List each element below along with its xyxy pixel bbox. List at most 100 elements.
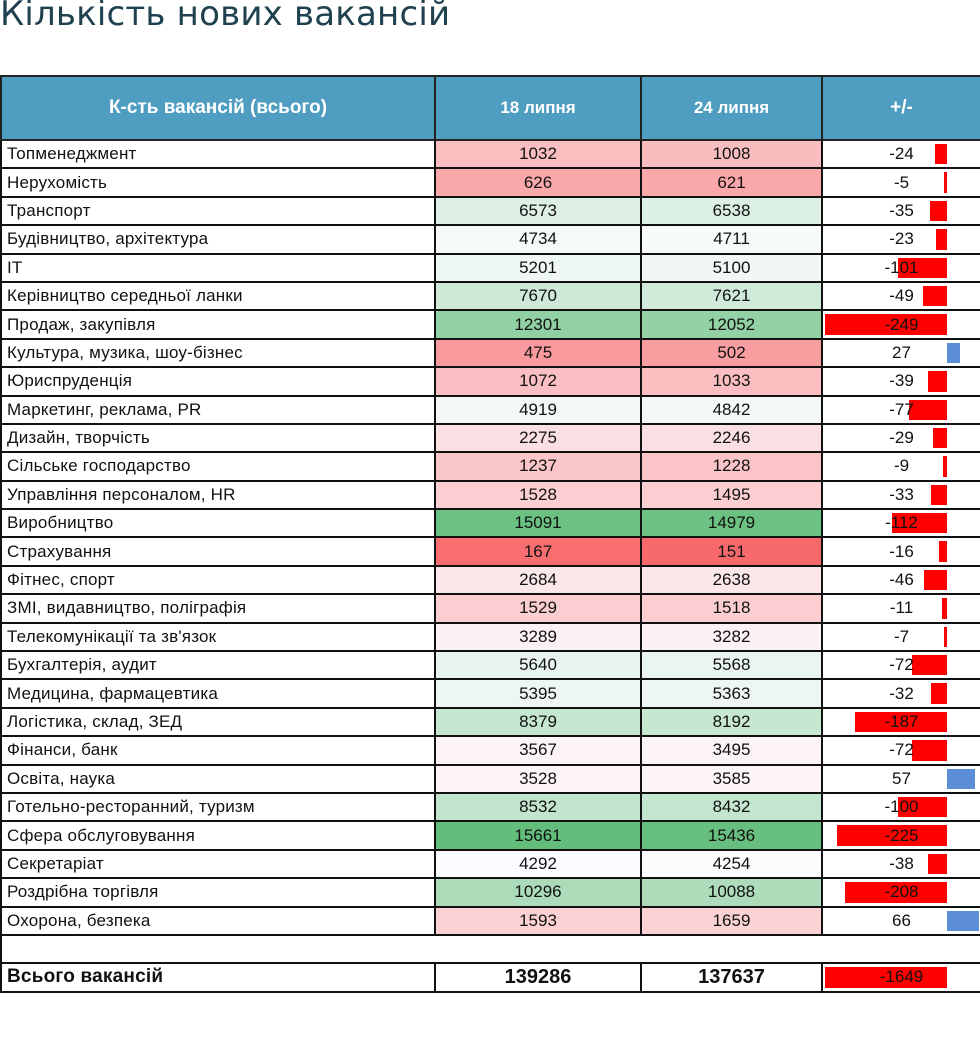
difference-value: -35 [889, 200, 914, 220]
value-date-2: 2638 [640, 564, 823, 596]
difference-cell: -16 [821, 536, 980, 567]
category-name: Топменеджмент [0, 138, 436, 170]
difference-cell: -29 [821, 422, 980, 454]
difference-bar [933, 427, 947, 449]
category-name: Освіта, наука [0, 763, 436, 794]
difference-cell: -5 [821, 167, 980, 198]
value-date-1: 6573 [434, 195, 642, 227]
difference-value: 27 [892, 342, 911, 362]
difference-value: -72 [889, 740, 914, 760]
value-date-1: 4919 [434, 394, 642, 425]
difference-cell: -225 [821, 820, 980, 851]
difference-value: -112 [885, 513, 918, 533]
value-date-1: 5201 [434, 252, 642, 283]
header-date-2: 24 липня [640, 75, 823, 141]
table-row: Фінанси, банк 3567 3495 -72 [0, 735, 980, 766]
difference-value: -9 [893, 456, 910, 476]
difference-bar [939, 541, 947, 562]
value-date-1: 5395 [434, 678, 642, 709]
difference-cell: -32 [821, 678, 980, 709]
category-name: Культура, музика, шоу-бізнес [0, 337, 436, 369]
difference-cell: -100 [821, 791, 980, 823]
difference-bar [845, 882, 947, 903]
table-row: Виробництво 15091 14979 -112 [0, 508, 980, 539]
table-row: Логістика, склад, ЗЕД 8379 8192 -187 [0, 706, 980, 738]
category-name: Маркетинг, реклама, PR [0, 394, 436, 425]
value-date-1: 10296 [434, 877, 642, 908]
difference-bar [944, 626, 947, 648]
table-body: Топменеджмент 1032 1008 -24 Нерухомість 626 62… [0, 138, 980, 993]
difference-bar [898, 796, 947, 818]
difference-cell: -249 [821, 309, 980, 340]
category-name: Сфера обслуговування [0, 820, 436, 851]
category-name: ЗМІ, видавництво, поліграфія [0, 593, 436, 624]
value-date-2: 5363 [640, 678, 823, 709]
table-row: Нерухомість 626 621 -5 [0, 167, 980, 198]
category-name: Юриспруденція [0, 366, 436, 397]
value-date-1: 8379 [434, 706, 642, 738]
value-date-2: 14979 [640, 508, 823, 539]
category-name: Логістика, склад, ЗЕД [0, 706, 436, 738]
difference-cell: 57 [821, 763, 980, 794]
table-row: Керівництво середньої ланки 7670 7621 -49 [0, 280, 980, 312]
table-row: Топменеджмент 1032 1008 -24 [0, 138, 980, 170]
difference-bar [855, 711, 947, 733]
value-date-2: 502 [640, 337, 823, 369]
table-row: Телекомунікації та зв'язок 3289 3282 -7 [0, 621, 980, 653]
total-row: Всього вакансій 139286 137637 -1649 [0, 961, 980, 993]
difference-bar [924, 569, 947, 591]
difference-cell: -35 [821, 195, 980, 227]
difference-cell: -77 [821, 394, 980, 425]
value-date-1: 1529 [434, 593, 642, 624]
difference-value: -29 [889, 428, 914, 448]
difference-bar [936, 229, 947, 250]
value-date-2: 12052 [640, 309, 823, 340]
category-name: Фітнес, спорт [0, 564, 436, 596]
difference-value: -225 [884, 825, 919, 845]
difference-cell: -101 [821, 252, 980, 283]
value-date-2: 2246 [640, 422, 823, 454]
total-difference-bar [825, 966, 947, 988]
difference-value: -72 [889, 655, 914, 675]
value-date-1: 167 [434, 536, 642, 567]
difference-bar [837, 825, 947, 846]
difference-cell: -9 [821, 451, 980, 482]
category-name: Виробництво [0, 508, 436, 539]
category-name: Бухгалтерія, аудит [0, 650, 436, 681]
total-difference-cell: -1649 [821, 961, 980, 993]
category-name: Дизайн, творчість [0, 422, 436, 454]
difference-value: -16 [889, 541, 914, 561]
category-name: Фінанси, банк [0, 735, 436, 766]
difference-value: -208 [884, 882, 919, 902]
difference-bar [931, 683, 947, 704]
table-row: Бухгалтерія, аудит 5640 5568 -72 [0, 650, 980, 681]
value-date-1: 7670 [434, 280, 642, 312]
table-row: Освіта, наука 3528 3585 57 [0, 763, 980, 794]
difference-bar [912, 655, 947, 676]
value-date-1: 4734 [434, 224, 642, 255]
difference-cell: -7 [821, 621, 980, 653]
value-date-1: 2684 [434, 564, 642, 596]
value-date-1: 1593 [434, 905, 642, 936]
difference-value: -32 [889, 683, 914, 703]
value-date-2: 5100 [640, 252, 823, 283]
difference-bar [931, 484, 947, 506]
difference-value: -39 [889, 371, 914, 391]
table-row: Продаж, закупівля 12301 12052 -249 [0, 309, 980, 340]
table-row: Культура, музика, шоу-бізнес 475 502 27 [0, 337, 980, 369]
table-header-row: К-сть вакансій (всього) 18 липня 24 липн… [0, 75, 980, 141]
header-date-1: 18 липня [434, 75, 642, 141]
difference-cell: -33 [821, 479, 980, 511]
difference-cell: -208 [821, 877, 980, 908]
table-row: Фітнес, спорт 2684 2638 -46 [0, 564, 980, 596]
total-date-1: 139286 [434, 961, 642, 993]
table-row: Сільське господарство 1237 1228 -9 [0, 451, 980, 482]
difference-bar [947, 910, 979, 931]
difference-cell: 66 [821, 905, 980, 936]
category-name: Медицина, фармацевтика [0, 678, 436, 709]
difference-bar [825, 314, 947, 335]
difference-cell: -38 [821, 848, 980, 880]
difference-value: -100 [884, 797, 919, 817]
category-name: Керівництво середньої ланки [0, 280, 436, 312]
table-row: Дизайн, творчість 2275 2246 -29 [0, 422, 980, 454]
